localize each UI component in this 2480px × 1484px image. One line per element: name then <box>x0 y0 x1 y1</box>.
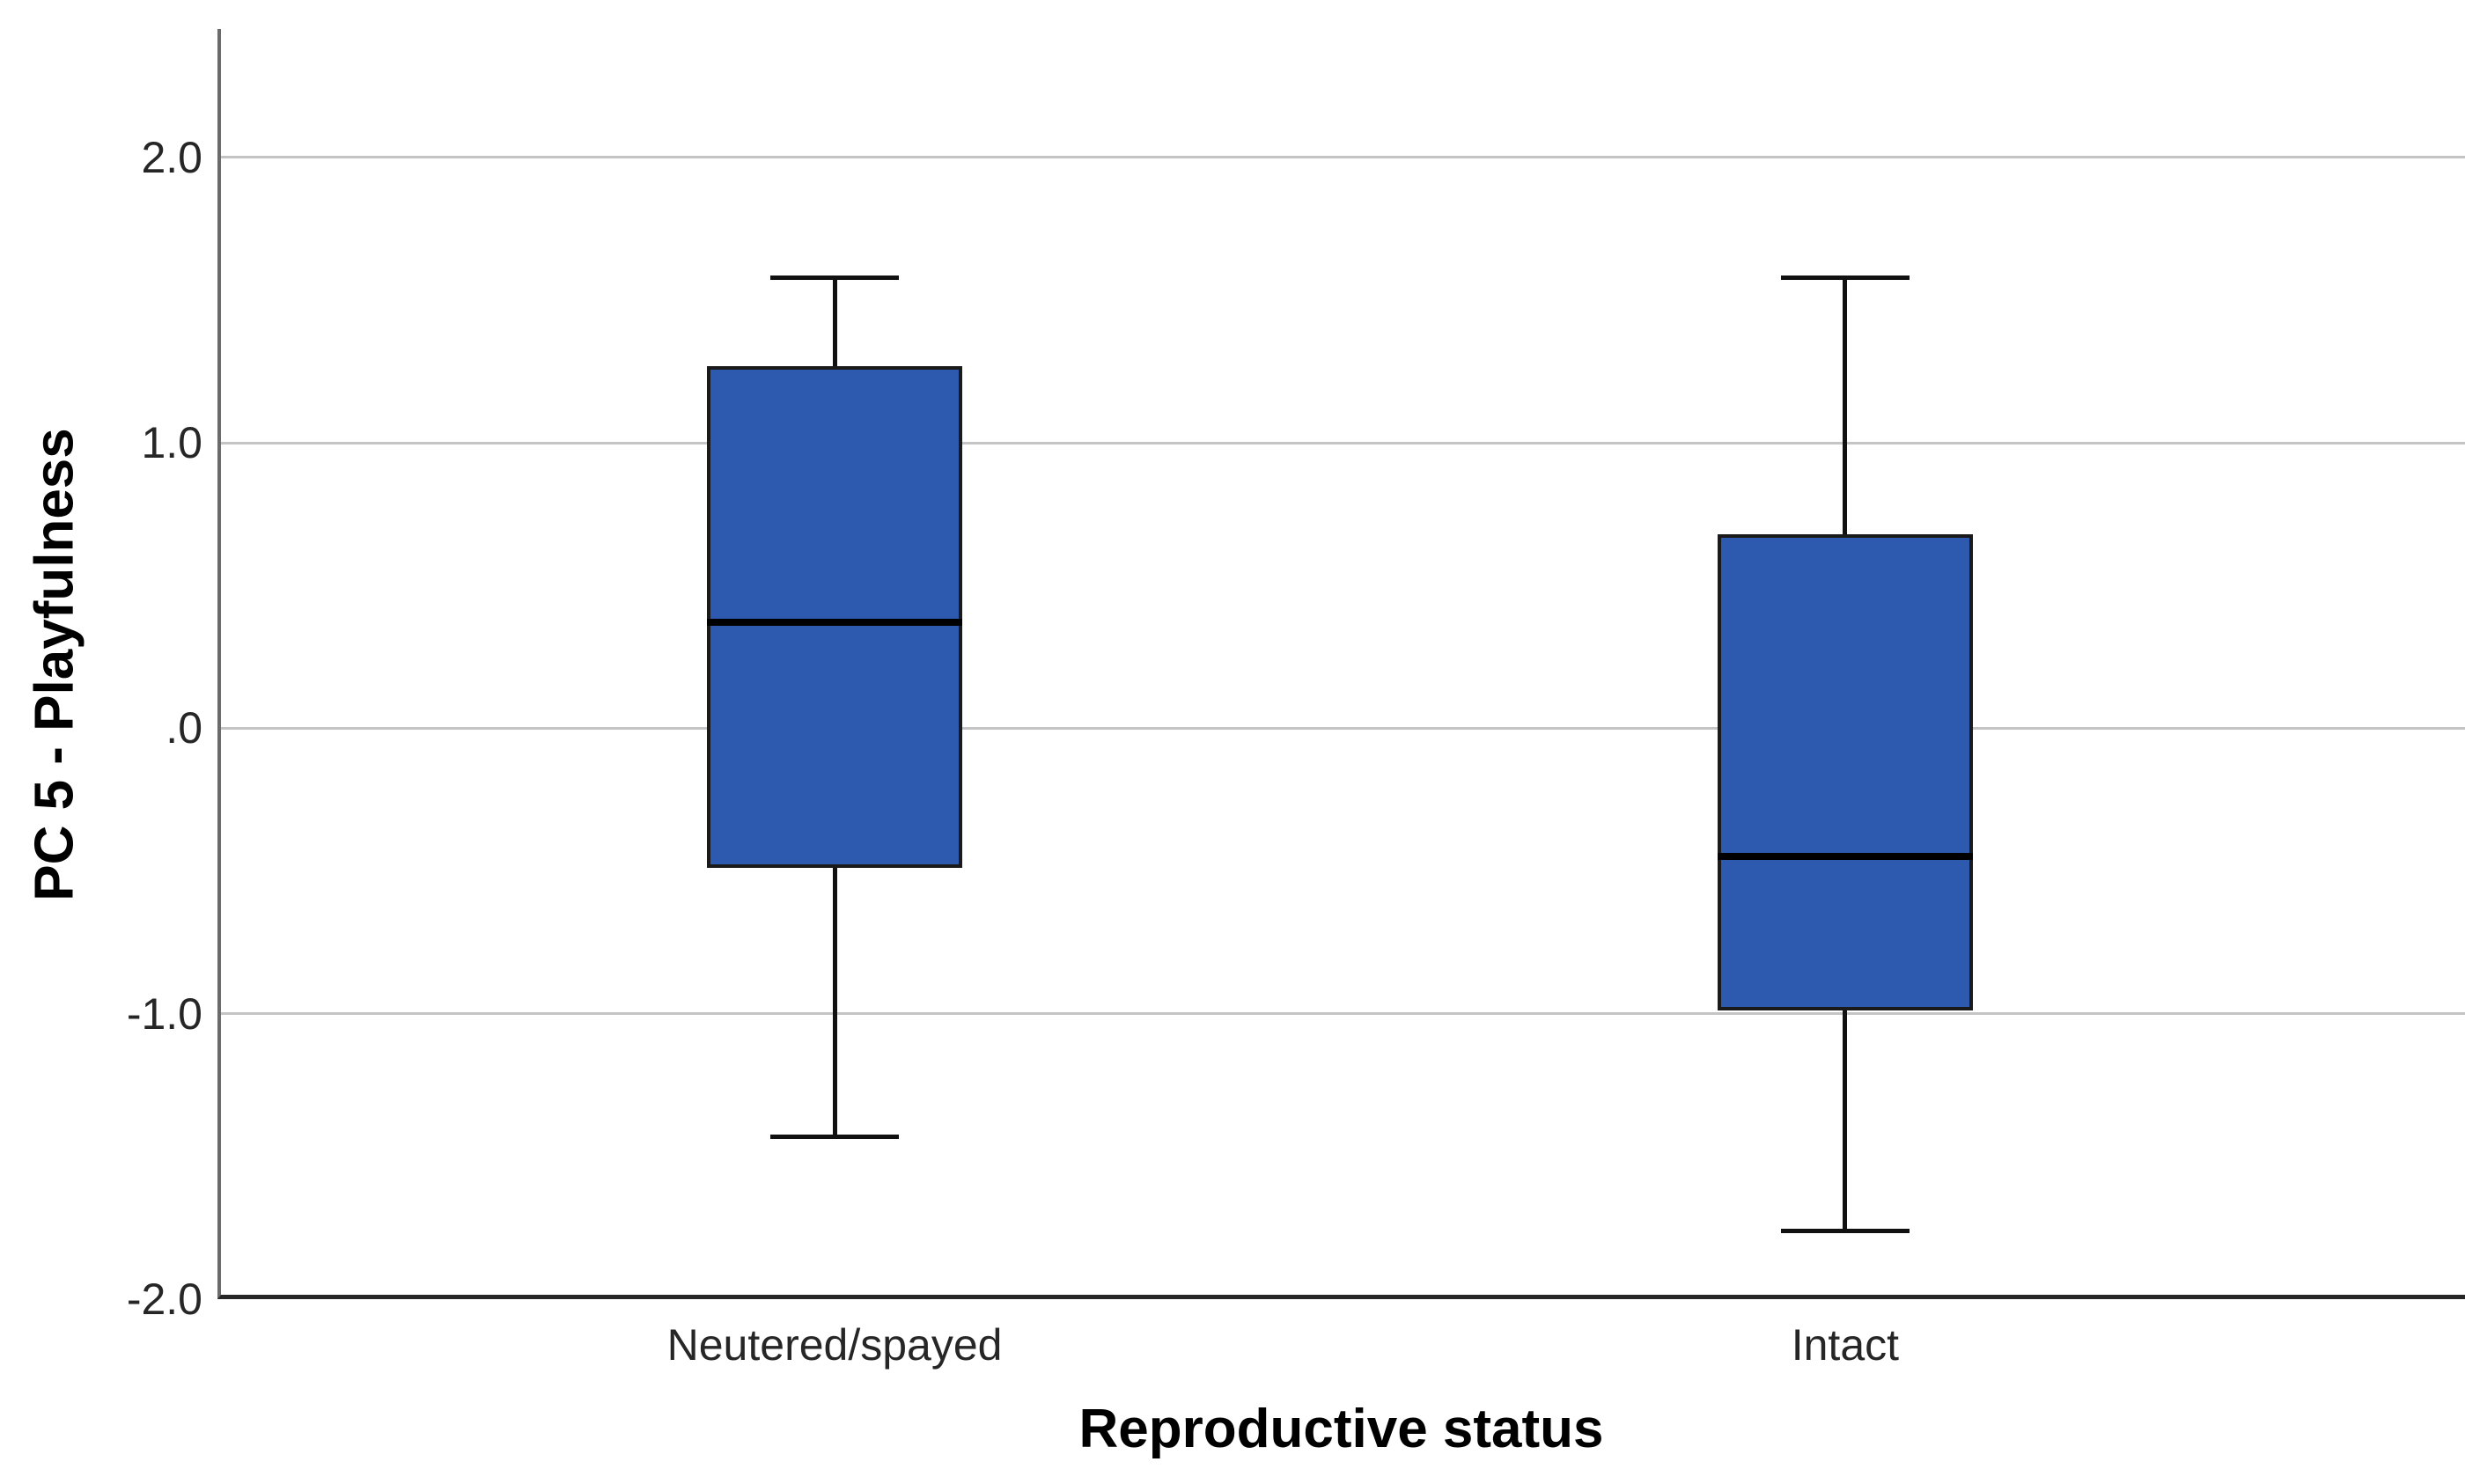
gridline-y-.0 <box>221 726 2465 730</box>
x-tick-label-neutered-spayed: Neutered/spayed <box>666 1320 1003 1370</box>
y-tick-label: 2.0 <box>141 132 202 182</box>
y-tick-label: 1.0 <box>141 418 202 468</box>
lower-whisker-cap-intact <box>1780 1229 1910 1234</box>
y-tick-label: .0 <box>166 703 202 753</box>
upper-whisker-neutered-spayed <box>832 277 837 366</box>
gridline-y--1.0 <box>221 1012 2465 1016</box>
upper-whisker-cap-neutered-spayed <box>770 275 900 281</box>
y-tick-label: -1.0 <box>126 988 202 1039</box>
y-axis-title: PC 5 - Playfulness <box>24 427 85 901</box>
median-neutered-spayed <box>707 619 963 627</box>
box-neutered-spayed <box>707 365 963 869</box>
upper-whisker-cap-intact <box>1780 275 1910 281</box>
x-tick-label-intact: Intact <box>1791 1320 1900 1370</box>
gridline-y-2.0 <box>221 156 2465 159</box>
y-tick-label: -2.0 <box>126 1275 202 1324</box>
lower-whisker-neutered-spayed <box>832 868 837 1137</box>
gridline-y-1.0 <box>221 441 2465 444</box>
upper-whisker-intact <box>1843 277 1848 534</box>
plot-area <box>217 29 2465 1299</box>
median-intact <box>1717 853 1973 861</box>
lower-whisker-cap-neutered-spayed <box>770 1135 900 1140</box>
x-axis-title: Reproductive status <box>1078 1399 1604 1459</box>
box-intact <box>1717 533 1973 1011</box>
lower-whisker-intact <box>1843 1010 1848 1231</box>
